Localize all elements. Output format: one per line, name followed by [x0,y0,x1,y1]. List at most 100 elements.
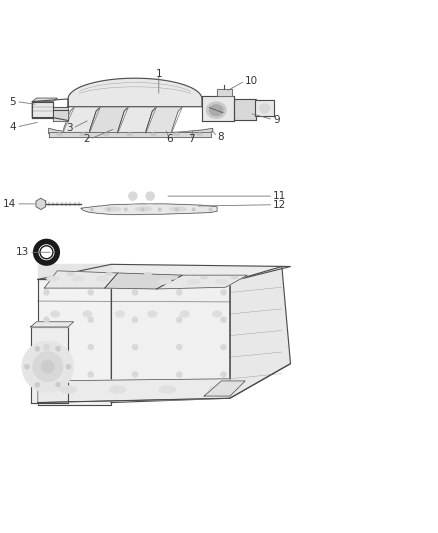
Text: 12: 12 [273,200,286,210]
Circle shape [132,344,138,350]
Circle shape [66,364,71,369]
Ellipse shape [60,386,77,393]
Circle shape [88,372,94,377]
Polygon shape [105,273,183,289]
Polygon shape [111,279,230,402]
Ellipse shape [109,386,127,393]
Text: 3: 3 [66,123,72,133]
Circle shape [33,352,63,382]
Circle shape [88,289,94,295]
Circle shape [25,364,30,369]
Ellipse shape [80,133,86,136]
Circle shape [132,289,138,295]
Text: 6: 6 [166,134,173,144]
Circle shape [209,208,212,211]
Ellipse shape [206,102,226,118]
Polygon shape [38,264,290,281]
Polygon shape [202,96,234,120]
Ellipse shape [71,276,84,281]
Circle shape [35,346,40,351]
Ellipse shape [230,276,238,279]
Circle shape [220,289,226,295]
Circle shape [124,208,127,211]
Polygon shape [49,132,211,137]
Polygon shape [81,204,217,215]
Ellipse shape [150,133,156,136]
Circle shape [88,344,94,350]
Polygon shape [49,128,213,137]
Circle shape [176,317,182,323]
Circle shape [41,360,54,373]
Ellipse shape [66,272,74,276]
Polygon shape [146,107,183,136]
Circle shape [142,188,158,204]
Ellipse shape [46,276,60,281]
Polygon shape [157,275,247,289]
Polygon shape [217,88,232,96]
Circle shape [22,341,74,393]
Ellipse shape [96,276,109,281]
Text: 2: 2 [83,134,90,144]
Polygon shape [53,107,68,120]
Polygon shape [32,101,53,117]
Ellipse shape [212,311,222,317]
Text: 5: 5 [10,96,16,107]
Circle shape [175,208,178,211]
Ellipse shape [259,104,270,113]
Circle shape [40,246,53,259]
Polygon shape [204,381,245,396]
Circle shape [35,382,40,387]
Ellipse shape [187,279,200,284]
Circle shape [176,344,182,350]
Circle shape [56,382,61,387]
Circle shape [176,372,182,377]
Text: 7: 7 [188,134,194,144]
Ellipse shape [83,311,92,317]
Ellipse shape [127,133,133,136]
Circle shape [43,344,49,350]
Ellipse shape [170,276,178,279]
Text: 14: 14 [3,199,16,209]
Ellipse shape [173,133,180,136]
Polygon shape [36,198,46,209]
Ellipse shape [50,311,60,317]
Circle shape [56,346,61,351]
Polygon shape [118,107,157,136]
Ellipse shape [180,311,189,317]
Ellipse shape [200,276,208,279]
Circle shape [141,208,145,211]
Circle shape [90,208,94,211]
Polygon shape [38,264,111,279]
Text: 1: 1 [155,69,162,79]
Circle shape [220,317,226,323]
Circle shape [220,372,226,377]
Polygon shape [255,100,274,116]
Text: 11: 11 [273,191,286,201]
Polygon shape [68,78,202,107]
Circle shape [43,372,49,377]
Ellipse shape [159,386,176,393]
Circle shape [43,289,49,295]
Text: 8: 8 [217,132,224,142]
Circle shape [125,188,141,204]
Polygon shape [234,99,256,120]
Text: 13: 13 [16,247,29,257]
Polygon shape [31,322,74,327]
Polygon shape [38,279,111,405]
Polygon shape [64,107,100,135]
Ellipse shape [115,311,125,317]
Ellipse shape [148,311,157,317]
Polygon shape [90,107,128,136]
Circle shape [43,317,49,323]
Ellipse shape [144,272,152,276]
Ellipse shape [170,207,187,211]
Polygon shape [38,379,230,402]
Ellipse shape [159,279,172,284]
Ellipse shape [197,133,203,136]
Circle shape [107,208,110,211]
Circle shape [146,192,155,200]
Circle shape [128,192,137,200]
Ellipse shape [103,133,109,136]
Circle shape [158,208,162,211]
Circle shape [192,208,195,211]
